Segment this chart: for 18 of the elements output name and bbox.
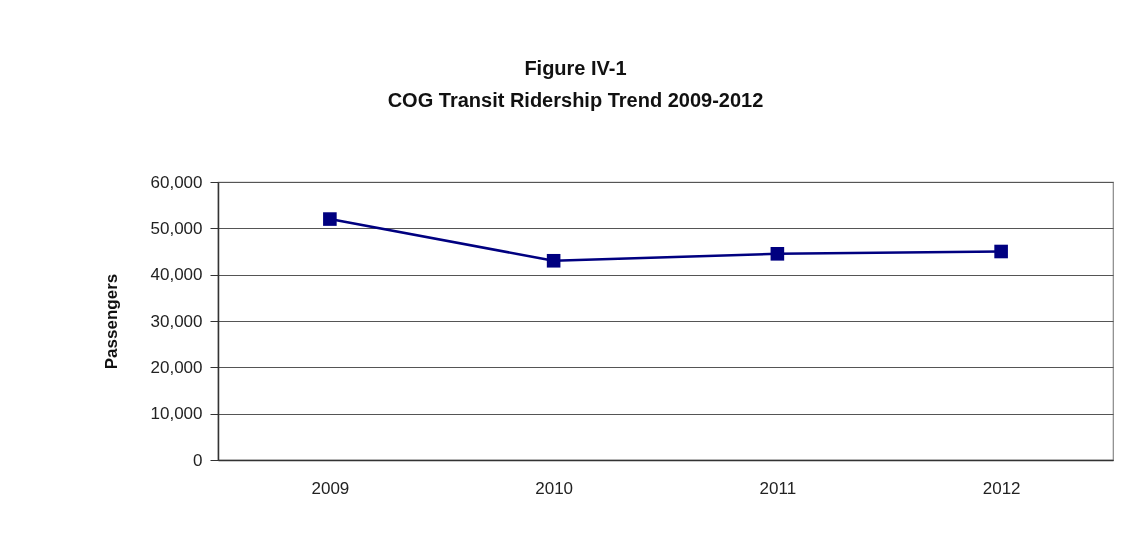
- x-tick-label: 2010: [535, 478, 574, 498]
- y-tick-label: 40,000: [150, 265, 203, 285]
- y-tick-label: 60,000: [150, 172, 203, 192]
- x-tick-label: 2011: [759, 478, 797, 498]
- y-axis-title: Passengers: [101, 273, 121, 370]
- y-tick-label: 30,000: [150, 311, 203, 331]
- y-tick-label: 0: [193, 450, 203, 470]
- y-tick-label: 10,000: [150, 404, 203, 424]
- chart-title: Figure IV-1: [524, 57, 627, 79]
- point: [770, 247, 785, 261]
- chart-subtitle: COG Transit Ridership Trend 2009-2012: [387, 89, 764, 111]
- point: [546, 253, 561, 268]
- x-tick-label: 2009: [311, 478, 350, 498]
- x-tick-label: 2012: [982, 478, 1021, 498]
- y-tick-label: 20,000: [150, 357, 203, 377]
- point: [323, 212, 337, 226]
- point: [994, 244, 1008, 259]
- y-tick-label: 50,000: [150, 218, 203, 238]
